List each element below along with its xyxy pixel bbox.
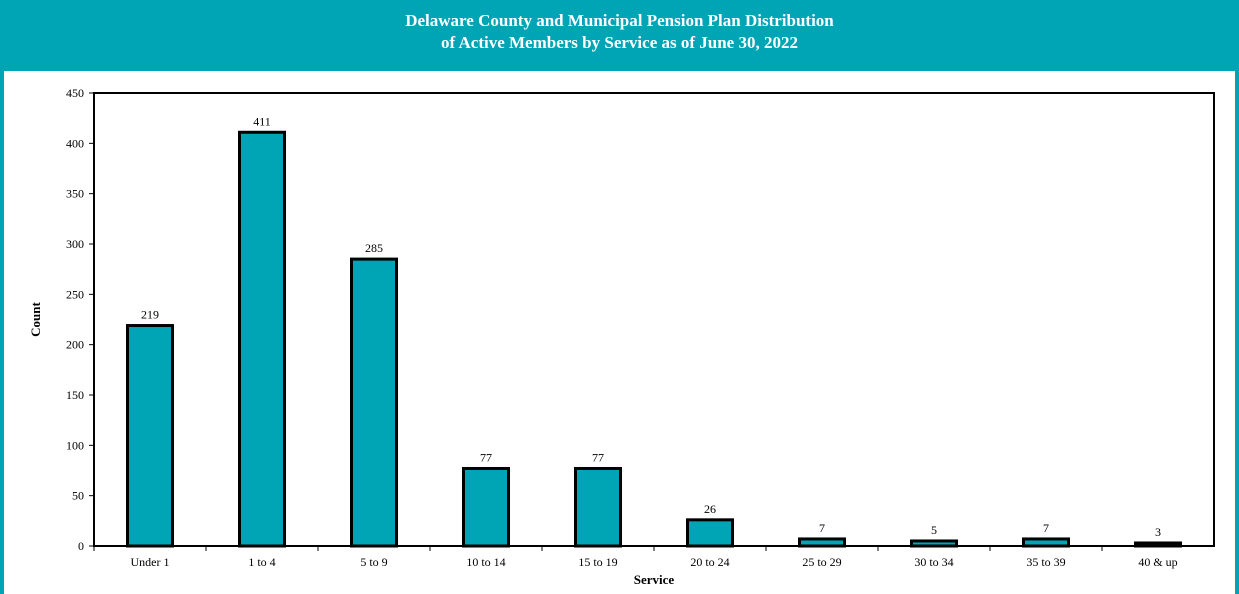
- bar: [1022, 537, 1070, 548]
- chart-title-line-1: Delaware County and Municipal Pension Pl…: [405, 11, 834, 30]
- bar-data-label: 7: [1043, 521, 1049, 535]
- x-tick-label: 15 to 19: [578, 555, 617, 569]
- bar: [1134, 541, 1182, 548]
- y-tick-label: 400: [66, 136, 84, 150]
- bar: [126, 324, 174, 548]
- bar-data-label: 3: [1155, 525, 1161, 539]
- bar: [238, 130, 286, 548]
- bar: [462, 466, 510, 548]
- y-tick-label: 200: [66, 338, 84, 352]
- bar: [574, 466, 622, 548]
- x-tick-label: 35 to 39: [1026, 555, 1065, 569]
- bar: [350, 257, 398, 548]
- bar-data-label: 411: [253, 114, 271, 128]
- y-tick-label: 150: [66, 388, 84, 402]
- y-axis-title: Count: [28, 301, 43, 336]
- y-tick-label: 350: [66, 187, 84, 201]
- bar-data-label: 285: [365, 241, 383, 255]
- bar-data-label: 77: [480, 450, 492, 464]
- x-tick-label: 1 to 4: [248, 555, 275, 569]
- y-tick-label: 450: [66, 86, 84, 100]
- y-tick-label: 300: [66, 237, 84, 251]
- bar-data-label: 77: [592, 450, 604, 464]
- bar-data-label: 219: [141, 308, 159, 322]
- bar-data-label: 7: [819, 521, 825, 535]
- x-tick-label: Under 1: [131, 555, 170, 569]
- y-tick-label: 100: [66, 438, 84, 452]
- x-tick-label: 20 to 24: [690, 555, 729, 569]
- y-tick-label: 0: [78, 539, 84, 553]
- chart-title-line-2: of Active Members by Service as of June …: [441, 33, 798, 52]
- x-tick-label: 10 to 14: [466, 555, 505, 569]
- bar: [910, 539, 958, 548]
- x-tick-label: 25 to 29: [802, 555, 841, 569]
- title-banner: Delaware County and Municipal Pension Pl…: [0, 0, 1239, 71]
- bar-data-label: 5: [931, 523, 937, 537]
- x-axis-title: Service: [634, 572, 675, 587]
- y-tick-label: 250: [66, 287, 84, 301]
- x-tick-label: 30 to 34: [914, 555, 953, 569]
- bar-data-label: 26: [704, 502, 716, 516]
- bar: [686, 518, 734, 548]
- y-tick-label: 50: [72, 489, 84, 503]
- x-tick-label: 5 to 9: [360, 555, 387, 569]
- x-tick-label: 40 & up: [1138, 555, 1177, 569]
- bar: [798, 537, 846, 548]
